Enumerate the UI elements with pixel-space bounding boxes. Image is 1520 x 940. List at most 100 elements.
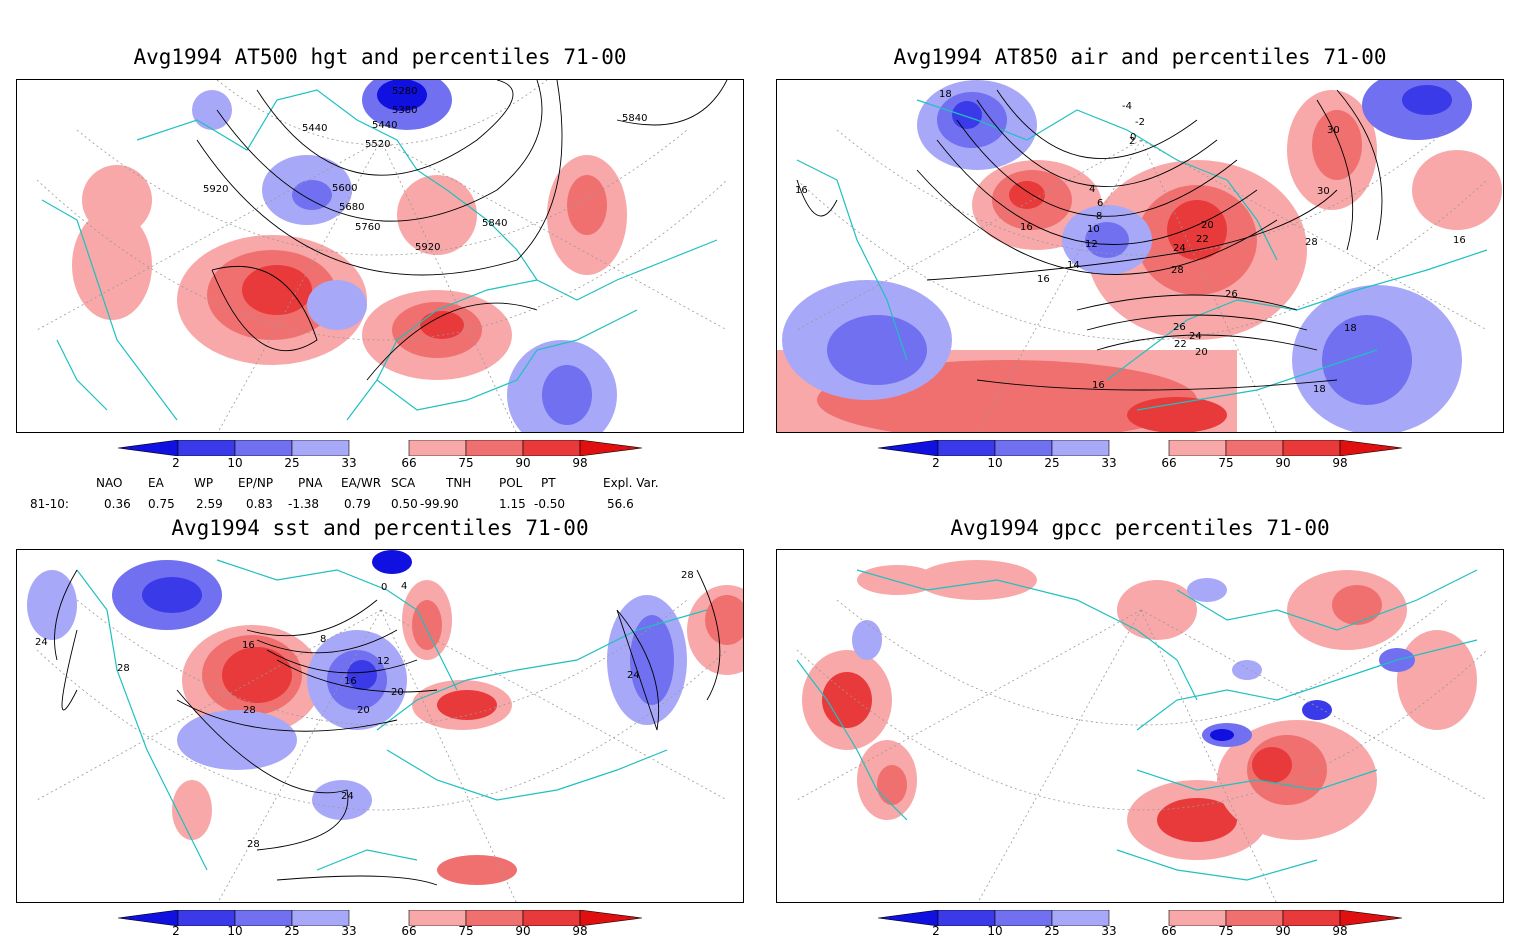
colorbar-tick: 66 [401,456,417,470]
colorbar-tick: 2 [932,456,940,470]
index-value: 0.83 [246,497,273,511]
panel-2-title: Avg1994 AT850 air and percentiles 71-00 [893,45,1387,69]
contour-label: 24 [1173,243,1186,254]
contour-label: 16 [1453,235,1466,246]
colorbar-tick: 75 [458,924,474,938]
contour-label: 16 [1020,222,1033,233]
index-header: PT [541,476,556,490]
contour-label: 5920 [415,242,440,253]
contour-label: 24 [35,637,48,648]
contour-label: 16 [795,185,808,196]
sst-map-canvas: 0 4 8 12 16 16 20 20 24 24 24 28 28 28 2… [27,550,743,902]
contour-label: 18 [1313,384,1326,395]
colorbar-top-left: 2 10 25 33 66 75 90 98 [117,439,643,470]
contour-label: 12 [1085,239,1098,250]
index-header: POL [499,476,523,490]
contour-label: 30 [1317,186,1330,197]
colorbar-swatches [117,909,643,927]
contour-label: 2 [1129,136,1135,147]
contour-label: 30 [1327,125,1340,136]
contour-label: 6 [1097,198,1103,209]
contour-label: 20 [1201,220,1214,231]
contour-label: 8 [320,634,326,645]
graticule [36,80,728,432]
colorbar-tick: 75 [1218,924,1234,938]
index-value: 0.79 [344,497,371,511]
colorbar-tick: 25 [1044,924,1060,938]
contour-label: 28 [1305,237,1318,248]
graticule [796,129,1488,432]
index-header: NAO [96,476,123,490]
graticule [36,599,728,902]
graticule [796,599,1488,902]
contour-label: 5440 [372,120,397,131]
contour-labels: 0 4 8 12 16 16 20 20 24 24 24 28 28 28 2… [35,570,694,850]
panel-4-title: Avg1994 gpcc percentiles 71-00 [950,516,1330,540]
colorbar-tick: 75 [1218,456,1234,470]
index-header: Expl. Var. [603,476,659,490]
colorbar-tick: 66 [401,924,417,938]
contour-label: 5680 [339,202,364,213]
index-value: 0.50 [391,497,418,511]
at850-map-canvas: -4 -2 0 2 4 6 8 10 12 14 16 16 16 16 16 … [777,80,1502,432]
colorbar-tick: 10 [987,456,1003,470]
temperature-contours [796,89,1383,391]
contour-label: 4 [1089,184,1095,195]
contour-label: 10 [1087,224,1100,235]
colorbar-tick: 98 [1332,456,1348,470]
coastlines [796,99,1488,411]
map-panel-at850: -4 -2 0 2 4 6 8 10 12 14 16 16 16 16 16 … [776,79,1504,433]
coastlines [76,559,708,871]
contour-label: 18 [1344,323,1357,334]
colorbar-tick: 90 [515,924,531,938]
map-panel-at500: 5280 5380 5440 5440 5520 5600 5680 5760 … [16,79,744,433]
contour-label: 5380 [392,105,417,116]
contour-label: 28 [247,839,260,850]
contour-label: 18 [939,89,952,100]
coastlines [41,89,718,421]
map-panel-gpcc [776,549,1504,903]
contour-labels: -4 -2 0 2 4 6 8 10 12 14 16 16 16 16 16 … [795,89,1466,395]
contour-label: 20 [391,687,404,698]
colorbar-bottom-right: 2 10 25 33 66 75 90 98 [877,909,1403,938]
contour-label: 12 [377,656,390,667]
index-value: -1.38 [288,497,320,511]
index-value: 56.6 [607,497,634,511]
contour-label: 24 [341,791,354,802]
contour-label: 28 [243,705,256,716]
colorbar-tick: 2 [932,924,940,938]
contour-label: 20 [1195,347,1208,358]
contour-label: 5760 [355,222,380,233]
colorbar-tick: 33 [1101,924,1117,938]
index-value: 0.36 [104,497,131,511]
colorbar-tick: 98 [1332,924,1348,938]
index-value: 1.15 [499,497,526,511]
index-header: EA [148,476,164,490]
contour-label: 8 [1096,211,1102,222]
index-value: 2.59 [196,497,223,511]
contour-label: 26 [1173,322,1186,333]
colorbar-tick: 25 [284,456,300,470]
index-header: WP [194,476,214,490]
contour-label: 28 [117,663,130,674]
gpcc-map-canvas [796,560,1488,902]
contour-label: 5600 [332,183,357,194]
contour-label: 5440 [302,123,327,134]
colorbar-tick: 66 [1161,924,1177,938]
index-value: 0.75 [148,497,175,511]
colorbar-swatches [117,439,643,457]
sst-contours [54,569,721,886]
colorbar-tick: 98 [572,456,588,470]
contour-label: 5920 [203,184,228,195]
contour-labels: 5280 5380 5440 5440 5520 5600 5680 5760 … [203,86,647,253]
contour-label: 5840 [622,113,647,124]
map-panel-sst: 0 4 8 12 16 16 20 20 24 24 24 28 28 28 2… [16,549,744,903]
colorbar-tick: 98 [572,924,588,938]
colorbar-tick: 66 [1161,456,1177,470]
contour-label: 24 [1189,331,1202,342]
contour-label: 16 [1092,380,1105,391]
colorbar-tick: 90 [1275,924,1291,938]
index-value: -0.50 [534,497,566,511]
colorbar-tick: 25 [1044,456,1060,470]
colorbar-swatches [877,909,1403,927]
